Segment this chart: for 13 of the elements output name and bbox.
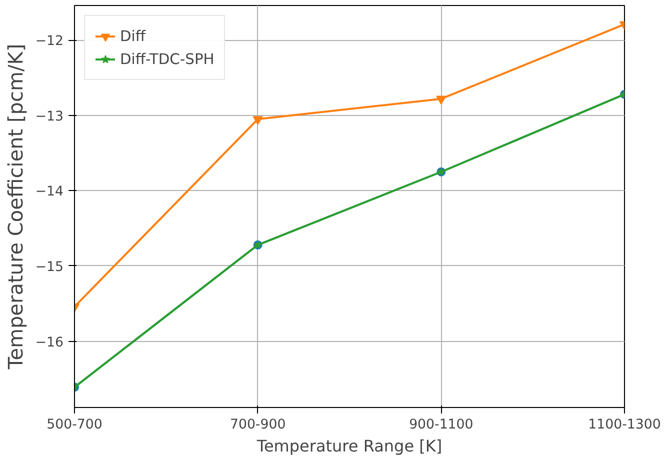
y-tick-label: −12 xyxy=(35,34,64,50)
legend-label: Diff xyxy=(120,28,146,44)
legend-label: Diff-TDC-SPH xyxy=(120,50,214,68)
y-axis-title: Temperature Coefficient [pcm/K] xyxy=(3,44,28,370)
y-tick-label: −15 xyxy=(35,260,64,275)
x-tick-label: 1100-1300 xyxy=(588,418,661,432)
y-tick-label: −16 xyxy=(35,335,64,350)
x-axis-title: Temperature Range [K] xyxy=(256,436,442,456)
x-tick-label: 700-900 xyxy=(230,418,286,432)
x-tick-label: 900-1100 xyxy=(409,418,474,432)
y-tick-label: −13 xyxy=(35,109,64,124)
x-tick-label: 500-700 xyxy=(46,418,102,432)
y-tick-label: −14 xyxy=(35,184,64,200)
